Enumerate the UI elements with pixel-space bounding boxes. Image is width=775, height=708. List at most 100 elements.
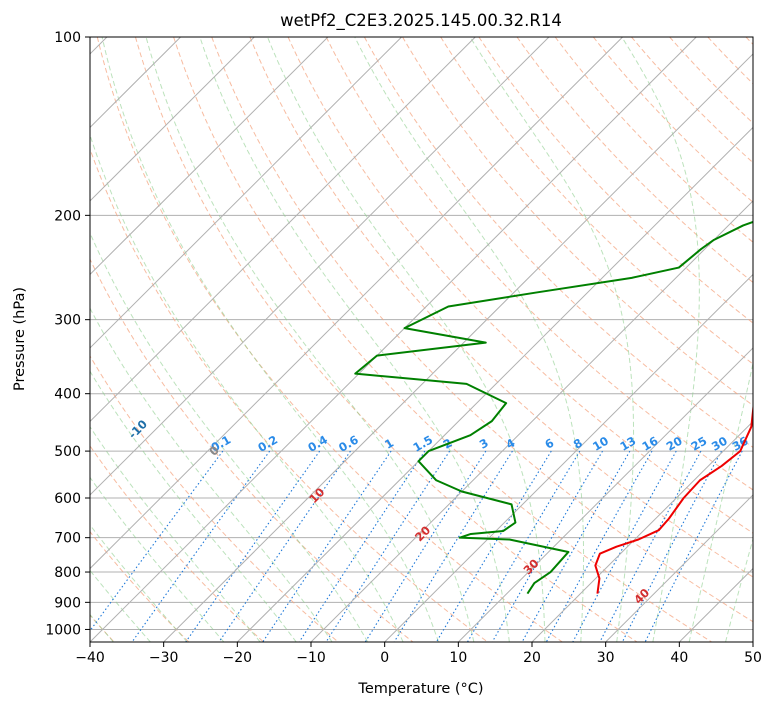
isotherm	[90, 37, 623, 570]
dry-adiabat	[325, 37, 753, 491]
mixing-ratio-line	[521, 450, 631, 642]
moist-adiabat	[469, 37, 635, 642]
mixing-ratio-line	[185, 450, 321, 642]
mixing-ratio-line	[621, 450, 722, 642]
moist-adiabat	[145, 37, 475, 642]
dry-adiabat	[90, 445, 264, 642]
moist-adiabat	[688, 361, 753, 642]
mixing-ratio-label: 30	[709, 434, 730, 454]
dry-adiabat-label: 40	[631, 586, 652, 607]
dry-adiabat	[554, 37, 753, 243]
y-tick-label: 300	[54, 313, 81, 329]
moist-adiabat	[762, 37, 775, 642]
isotherm	[384, 273, 753, 642]
isotherm	[752, 641, 753, 642]
isotherm	[236, 126, 753, 642]
dry-adiabat	[516, 37, 753, 284]
x-tick-label: −20	[223, 650, 253, 666]
y-tick-label: 400	[54, 387, 81, 403]
mixing-ratio-line	[545, 450, 653, 642]
mixing-ratio-line	[393, 450, 513, 642]
isotherm	[90, 37, 402, 349]
y-tick-label: 700	[54, 531, 81, 547]
chart-title: wetPf2_C2E3.2025.145.00.32.R14	[280, 11, 562, 31]
moist-adiabat	[90, 133, 404, 642]
mixing-ratio-line	[491, 450, 604, 642]
dry-adiabat	[363, 37, 753, 448]
moist-adiabat	[101, 37, 439, 642]
isotherm	[457, 347, 753, 642]
isotherms	[90, 37, 753, 642]
y-tick-label: 500	[54, 444, 81, 460]
x-tick-label: −40	[75, 650, 105, 666]
dry-adiabat	[707, 37, 753, 85]
mixing-ratio-label: 8	[571, 436, 585, 452]
mixing-ratio-line	[467, 450, 581, 642]
isotherm	[678, 567, 753, 642]
dewpoint-profile-line	[354, 220, 753, 595]
mixing-ratio-line	[599, 450, 702, 642]
moist-adiabat	[621, 37, 700, 642]
y-axis: 100 200 300 400 500 600 700 800 900 1000	[45, 30, 90, 638]
dry-adiabat	[90, 258, 414, 642]
moist-adiabat	[267, 37, 546, 642]
mixing-ratio-label: 10	[590, 434, 611, 454]
x-tick-label: 0	[380, 650, 389, 666]
moist-adiabat	[90, 524, 188, 642]
mixing-ratio-line	[218, 450, 351, 642]
moist-adiabat	[90, 476, 225, 642]
x-axis: −40 −30 −20 −10 0 10 20 30 40 50	[75, 642, 762, 666]
profile-series	[354, 220, 753, 595]
y-tick-label: 100	[54, 30, 81, 46]
y-tick-label: 1000	[45, 622, 81, 638]
y-tick-label: 200	[54, 208, 81, 224]
mixing-ratio-lines	[90, 450, 743, 642]
dry-adiabat	[134, 37, 638, 642]
isotherm	[90, 37, 476, 423]
x-tick-label: 50	[744, 650, 762, 666]
moist-adiabat	[725, 537, 753, 642]
x-axis-label: Temperature (°C)	[357, 681, 483, 697]
isotherm	[90, 37, 550, 496]
y-tick-label: 800	[54, 565, 81, 581]
dry-adiabat	[90, 530, 190, 642]
dry-adiabat	[90, 355, 339, 642]
dry-adiabats	[90, 37, 753, 642]
moist-adiabat	[199, 37, 510, 642]
moist-adiabats	[90, 37, 775, 642]
isotherm	[605, 494, 753, 642]
y-tick-label: 600	[54, 491, 81, 507]
mixing-ratio-label: 13	[617, 434, 638, 454]
isotherm	[90, 37, 255, 202]
dry-adiabat	[249, 37, 753, 578]
isotherm	[310, 200, 753, 642]
mixing-ratio-line	[131, 450, 271, 642]
x-tick-label: −10	[296, 650, 326, 666]
dry-adiabat	[173, 37, 712, 642]
x-tick-label: 20	[523, 650, 541, 666]
dry-adiabat	[669, 37, 753, 124]
moist-adiabat	[354, 37, 585, 642]
mixing-ratio-label: 25	[688, 434, 709, 454]
temperature-profile-line	[594, 405, 753, 594]
y-axis-label: Pressure (hPa)	[12, 287, 28, 391]
plot-frame	[89, 36, 754, 643]
plot-area: 0.10.20.40.611.52346810131620253036-100-…	[0, 37, 775, 642]
dry-adiabat	[90, 147, 488, 642]
y-tick-label: 900	[54, 595, 81, 611]
dry-adiabat-label: -30	[0, 371, 7, 396]
isotherm	[90, 37, 329, 276]
mixing-ratio-label: 16	[640, 434, 661, 454]
mixing-ratio-label: 3	[477, 436, 491, 452]
dry-adiabat	[631, 37, 753, 164]
mixing-ratio-line	[364, 450, 487, 642]
mixing-ratio-label: 6	[542, 436, 556, 452]
mixing-ratio-line	[572, 450, 677, 642]
x-tick-label: 40	[670, 650, 688, 666]
x-tick-label: 10	[449, 650, 467, 666]
mixing-ratio-label: 20	[664, 434, 685, 454]
isotherm	[90, 37, 697, 642]
mixing-ratio-line	[325, 450, 451, 642]
dry-adiabat-label: 20	[412, 523, 433, 544]
